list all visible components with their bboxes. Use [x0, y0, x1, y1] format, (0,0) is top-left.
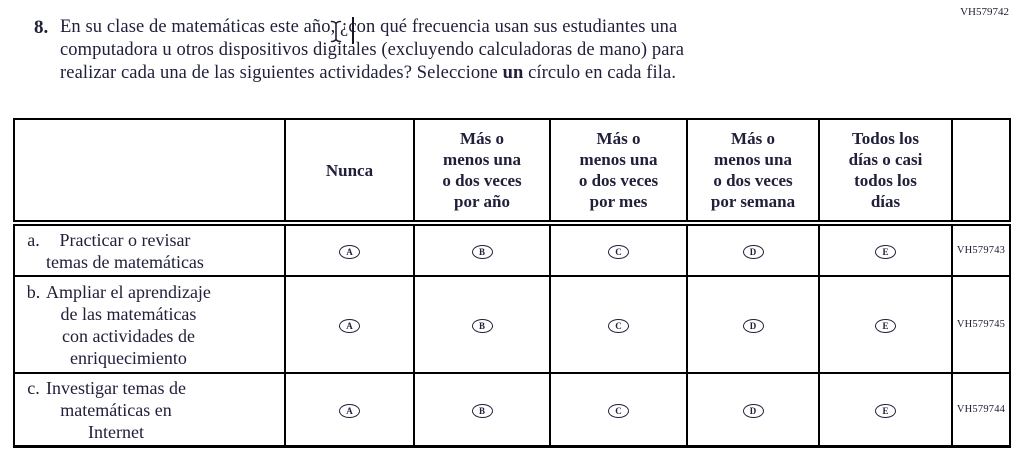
option-cell: C [549, 222, 688, 277]
option-circle-c-year[interactable]: B [471, 404, 493, 418]
col-header-nunca: Nunca [284, 118, 415, 226]
row-item-letter: a. [27, 229, 40, 250]
row-code: VH579745 [951, 275, 1011, 374]
bold-un: un [502, 63, 524, 83]
option-cell: E [818, 275, 953, 374]
question-number: 8. [34, 17, 49, 38]
col-header-once-twice-year: Más o menos una o dos veces por año [413, 118, 551, 226]
question-line-3: realizar cada una de las siguientes acti… [60, 63, 677, 83]
option-circle-a-week[interactable]: D [742, 245, 764, 259]
option-cell: D [686, 372, 820, 448]
col-header-once-twice-month: Más o menos una o dos veces por mes [549, 118, 688, 226]
option-circle-a-daily[interactable]: E [875, 245, 896, 259]
option-cell: A [284, 222, 415, 277]
row-code: VH579743 [951, 222, 1011, 277]
question-text: En su clase de matemáticas este año, ¿co… [60, 16, 684, 85]
option-cell: B [413, 222, 551, 277]
question-line-1: En su clase de matemáticas este año, ¿co… [60, 17, 678, 37]
row-label-cell: c. Investigar temas de matemáticas en In… [13, 372, 286, 448]
row-item-letter: c. [27, 377, 40, 398]
option-cell: B [413, 372, 551, 448]
option-cell: D [686, 222, 820, 277]
option-circle-b-nunca[interactable]: A [339, 319, 360, 333]
question-block: 8. En su clase de matemáticas este año, … [34, 16, 684, 85]
option-cell: A [284, 372, 415, 448]
option-circle-a-month[interactable]: C [608, 245, 629, 259]
col-header-code [951, 118, 1011, 226]
option-circle-b-year[interactable]: B [471, 319, 493, 333]
table-row-c: c. Investigar temas de matemáticas en In… [13, 372, 1011, 448]
row-label: Investigar temas de matemáticas en Inter… [46, 377, 186, 442]
row-code: VH579744 [951, 372, 1011, 448]
option-cell: E [818, 372, 953, 448]
option-cell: E [818, 222, 953, 277]
option-circle-b-daily[interactable]: E [875, 319, 896, 333]
form-code: VH579742 [960, 6, 1009, 18]
option-circle-a-nunca[interactable]: A [339, 245, 360, 259]
header-row: Nunca Más o menos una o dos veces por añ… [13, 118, 1011, 226]
text-caret [352, 17, 354, 44]
option-cell: B [413, 275, 551, 374]
frequency-table: Nunca Más o menos una o dos veces por añ… [13, 118, 1011, 448]
table-row-b: b. Ampliar el aprendizaje de las matemát… [13, 275, 1011, 374]
option-circle-c-daily[interactable]: E [875, 404, 896, 418]
option-circle-c-week[interactable]: D [742, 404, 764, 418]
col-header-once-twice-week: Más o menos una o dos veces por semana [686, 118, 820, 226]
row-label-cell: b. Ampliar el aprendizaje de las matemát… [13, 275, 286, 374]
option-cell: A [284, 275, 415, 374]
option-cell: C [549, 372, 688, 448]
option-cell: D [686, 275, 820, 374]
table-row-a: a. Practicar o revisar temas de matemáti… [13, 222, 1011, 277]
option-circle-b-month[interactable]: C [608, 319, 629, 333]
question-line-2: computadora u otros dispositivos digital… [60, 40, 685, 60]
row-item-letter: b. [26, 281, 41, 302]
col-header-activity [13, 118, 286, 226]
row-label: Ampliar el aprendizaje de las matemática… [46, 281, 211, 368]
option-cell: C [549, 275, 688, 374]
option-circle-c-month[interactable]: C [608, 404, 629, 418]
col-header-every-day: Todos los días o casi todos los días [818, 118, 953, 226]
row-label: Practicar o revisar temas de matemáticas [46, 229, 204, 272]
row-label-cell: a. Practicar o revisar temas de matemáti… [13, 222, 286, 277]
ibeam-cursor-icon [330, 20, 342, 48]
option-circle-c-nunca[interactable]: A [339, 404, 360, 418]
option-circle-a-year[interactable]: B [471, 245, 493, 259]
option-circle-b-week[interactable]: D [742, 319, 764, 333]
